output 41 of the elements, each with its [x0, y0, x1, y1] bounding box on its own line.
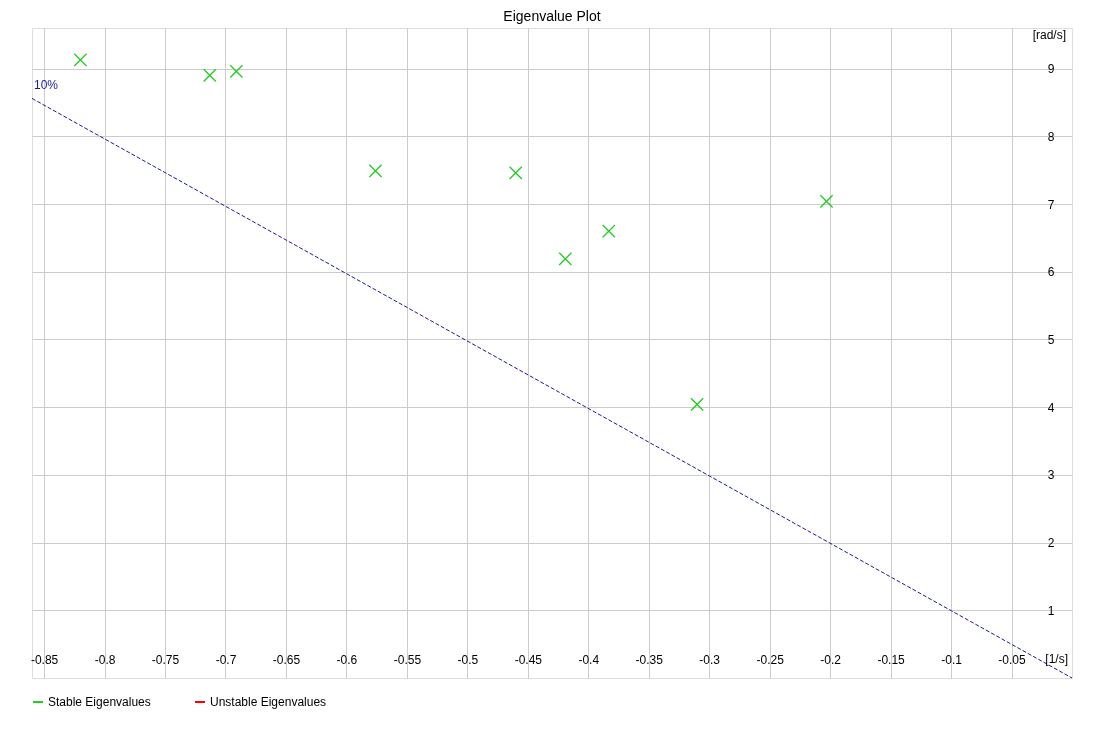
x-tick-label: -0.65	[272, 652, 301, 667]
x-tick-label: -0.8	[94, 652, 116, 667]
x-tick-label: -0.4	[578, 652, 600, 667]
y-tick-label: 2	[1047, 536, 1055, 551]
y-tick-label: 3	[1047, 468, 1055, 483]
y-tick-label: 4	[1047, 400, 1055, 415]
point	[690, 397, 704, 412]
y-tick-label: 5	[1047, 332, 1055, 347]
x-tick-label: -0.15	[877, 652, 906, 667]
point	[819, 194, 834, 209]
x-tick-label: -0.05	[998, 652, 1027, 667]
point	[602, 224, 616, 238]
y-tick-label: 8	[1047, 129, 1055, 144]
x-tick-label: -0.35	[635, 652, 664, 667]
x-tick-label: -0.75	[151, 652, 180, 667]
legend-label: Stable Eigenvalues	[48, 695, 151, 709]
point	[508, 166, 523, 180]
y-axis-title: [rad/s]	[1032, 28, 1066, 42]
x-tick-label: -0.7	[215, 652, 237, 667]
point	[202, 68, 217, 83]
y-tick-label: 7	[1047, 197, 1055, 212]
x-tick-label: -0.6	[336, 652, 358, 667]
y-tick-label: 1	[1047, 603, 1055, 618]
x-tick-label: -0.3	[699, 652, 721, 667]
point	[73, 53, 88, 67]
x-tick-label: -0.85	[30, 652, 59, 667]
point	[558, 252, 573, 266]
y-tick-label: 6	[1047, 265, 1055, 280]
x-tick-label: -0.55	[393, 652, 422, 667]
x-tick-label: -0.45	[514, 652, 543, 667]
y-tick-label: 9	[1047, 62, 1055, 77]
point	[368, 164, 383, 178]
x-tick-label: -0.25	[756, 652, 785, 667]
x-tick-label: -0.5	[457, 652, 479, 667]
annotation: 10%	[34, 78, 59, 93]
point	[229, 64, 244, 79]
x-axis-title: [1/s]	[1045, 652, 1068, 666]
x-tick-label: -0.1	[941, 652, 963, 667]
chart-title: Eigenvalue Plot	[503, 8, 601, 24]
legend-label: Unstable Eigenvalues	[210, 695, 327, 709]
x-tick-label: -0.2	[820, 652, 842, 667]
